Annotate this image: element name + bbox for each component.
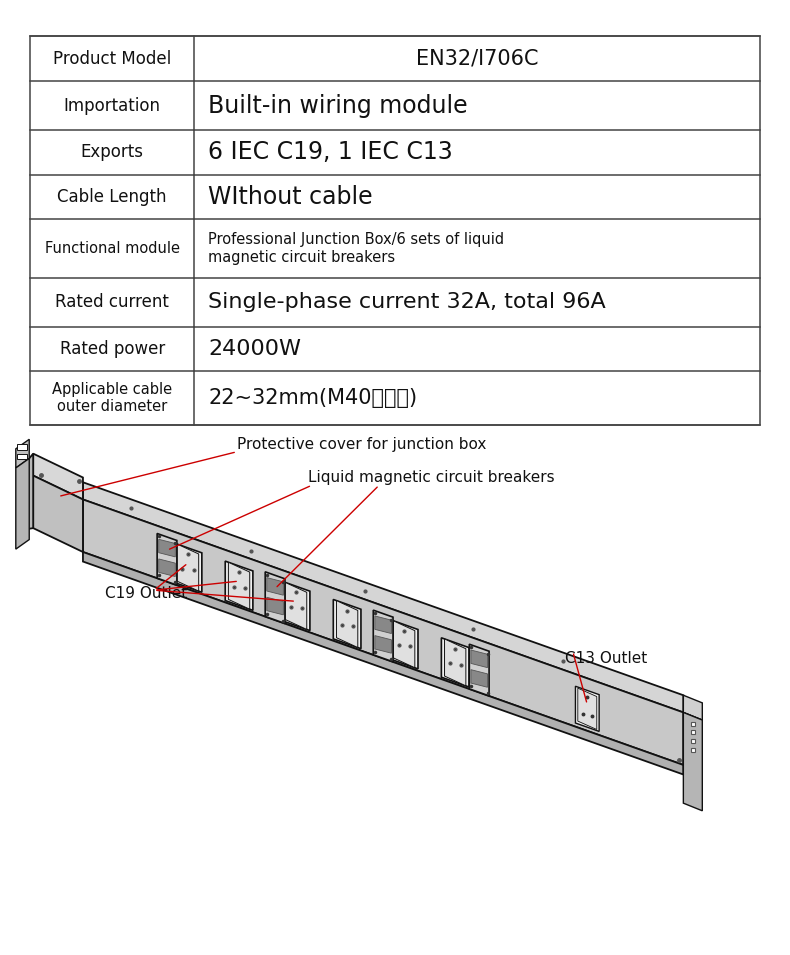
Bar — [17, 454, 27, 459]
Text: Built-in wiring module: Built-in wiring module — [209, 94, 468, 117]
Polygon shape — [683, 695, 702, 720]
Text: Product Model: Product Model — [53, 50, 171, 68]
Text: 6 IEC C19, 1 IEC C13: 6 IEC C19, 1 IEC C13 — [209, 140, 453, 164]
Text: Liquid magnetic circuit breakers: Liquid magnetic circuit breakers — [308, 470, 555, 485]
Text: WIthout cable: WIthout cable — [209, 185, 373, 209]
Polygon shape — [337, 601, 358, 647]
Text: EN32/I706C: EN32/I706C — [416, 49, 538, 69]
Bar — [17, 444, 27, 450]
Text: Protective cover for junction box: Protective cover for junction box — [237, 436, 487, 452]
Polygon shape — [228, 562, 250, 609]
Text: Importation: Importation — [64, 96, 160, 115]
Polygon shape — [471, 650, 487, 668]
Polygon shape — [159, 559, 175, 577]
Polygon shape — [374, 616, 392, 633]
Bar — [30, 36, 760, 425]
Polygon shape — [445, 639, 466, 686]
Polygon shape — [442, 638, 469, 687]
Polygon shape — [21, 454, 33, 530]
Polygon shape — [267, 578, 284, 595]
Text: 22~32mm(M40格兰头): 22~32mm(M40格兰头) — [209, 388, 418, 408]
Polygon shape — [282, 582, 310, 630]
Polygon shape — [174, 543, 202, 592]
Text: Functional module: Functional module — [45, 241, 179, 256]
Text: Exports: Exports — [81, 143, 144, 161]
Polygon shape — [33, 476, 83, 552]
Text: Cable Length: Cable Length — [58, 188, 167, 206]
Polygon shape — [393, 621, 415, 668]
Polygon shape — [333, 600, 361, 648]
Polygon shape — [575, 687, 599, 732]
Polygon shape — [33, 454, 83, 499]
Text: Single-phase current 32A, total 96A: Single-phase current 32A, total 96A — [209, 292, 606, 312]
Text: 24000W: 24000W — [209, 339, 302, 359]
Polygon shape — [16, 439, 29, 468]
Polygon shape — [83, 499, 683, 765]
Polygon shape — [390, 620, 418, 668]
Polygon shape — [83, 482, 683, 712]
Polygon shape — [265, 572, 285, 624]
Polygon shape — [577, 689, 596, 730]
Polygon shape — [285, 583, 307, 629]
Polygon shape — [177, 544, 199, 591]
Text: C19 Outlet: C19 Outlet — [105, 586, 187, 602]
Polygon shape — [157, 534, 177, 585]
Text: Rated current: Rated current — [55, 293, 169, 311]
Polygon shape — [683, 712, 702, 773]
Polygon shape — [267, 597, 284, 615]
Text: C13 Outlet: C13 Outlet — [565, 651, 647, 667]
Polygon shape — [374, 636, 392, 653]
Polygon shape — [16, 458, 29, 549]
Polygon shape — [159, 540, 175, 557]
Polygon shape — [683, 712, 702, 811]
Polygon shape — [469, 645, 489, 696]
Polygon shape — [373, 610, 393, 662]
Polygon shape — [225, 562, 253, 610]
Text: Applicable cable
outer diameter: Applicable cable outer diameter — [52, 382, 172, 414]
Text: Professional Junction Box/6 sets of liquid
magnetic circuit breakers: Professional Junction Box/6 sets of liqu… — [209, 232, 505, 265]
Text: Rated power: Rated power — [59, 340, 165, 358]
Polygon shape — [471, 669, 487, 688]
Polygon shape — [83, 552, 683, 775]
